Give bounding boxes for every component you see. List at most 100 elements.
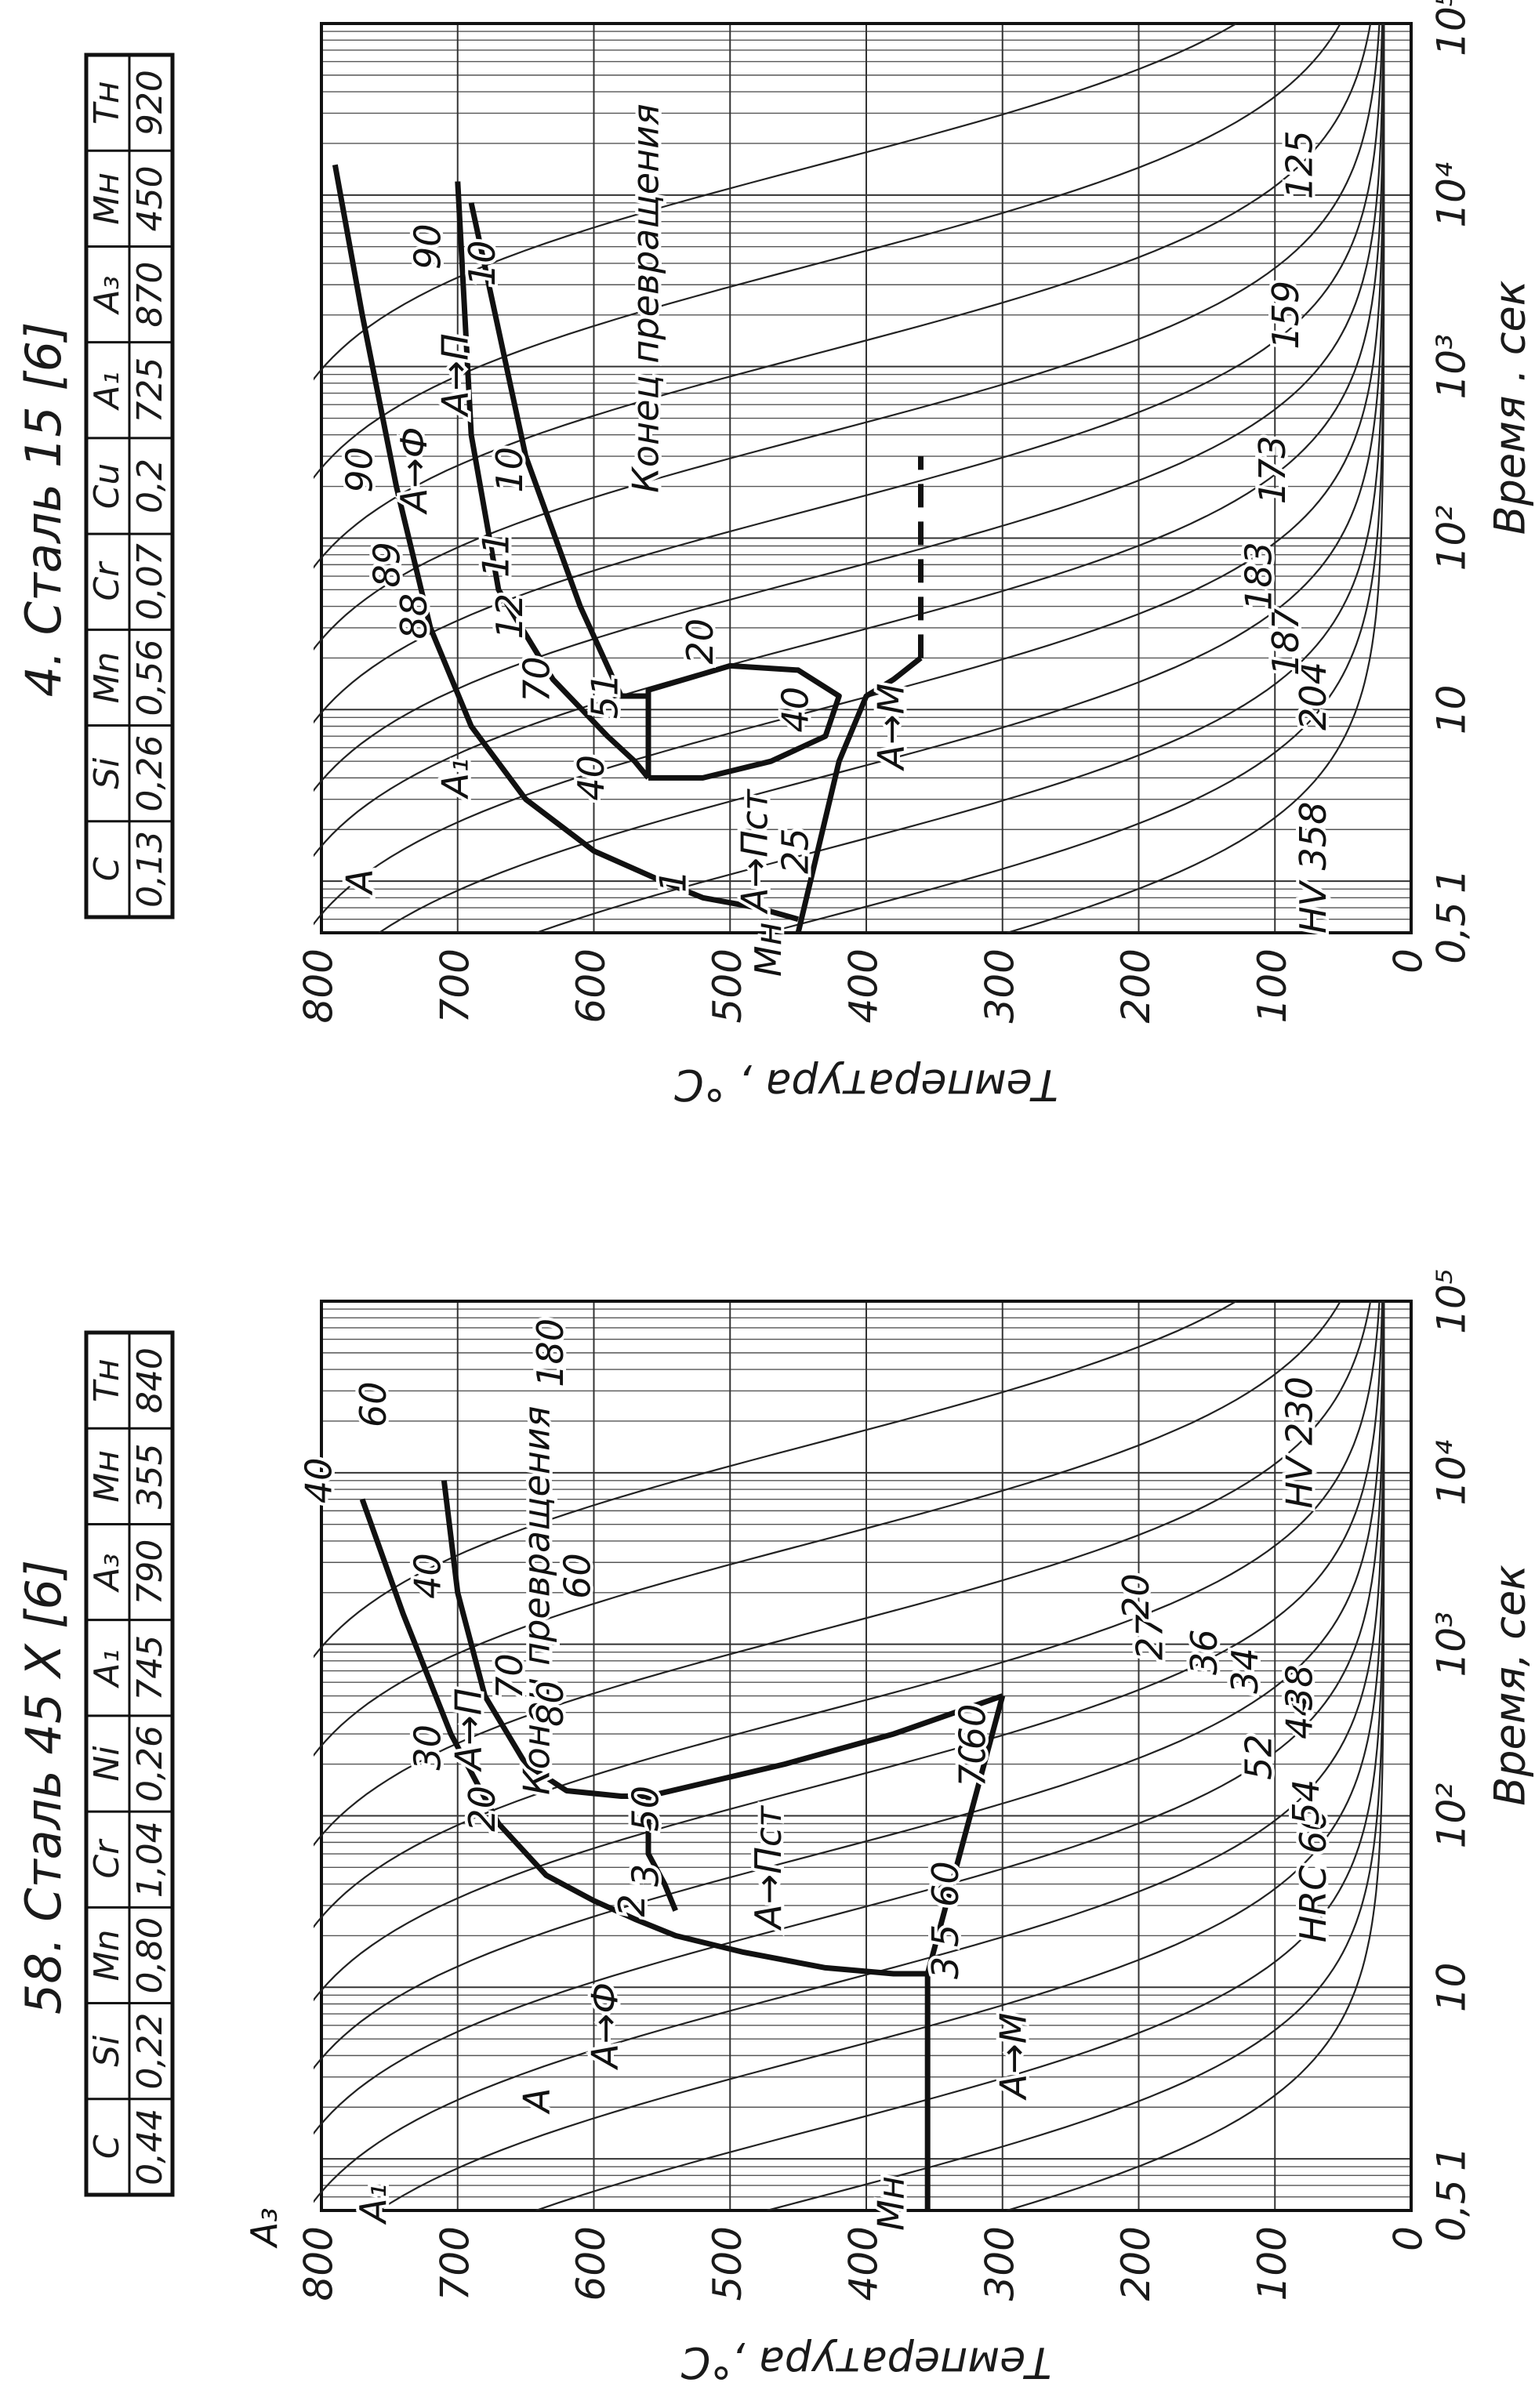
- y-tick-label: 100: [1250, 2226, 1295, 2301]
- table-header: A₃: [87, 276, 127, 316]
- plot-frame: [320, 1300, 1413, 2212]
- y-tick-label: 200: [1113, 2226, 1159, 2301]
- x-axis-label: Время, сек: [1486, 1565, 1535, 1806]
- cooling-curve: [314, 24, 1384, 933]
- y-tick-label: 400: [841, 2226, 887, 2301]
- annotation: 159: [1265, 281, 1307, 350]
- cooling-curve: [314, 24, 1341, 933]
- annotation: A→M: [869, 684, 912, 772]
- annotation: HRC 60: [1292, 1808, 1334, 1942]
- annotation: A→Ф: [583, 1982, 626, 2071]
- table-header: A₁: [87, 1649, 127, 1689]
- table-value: 450: [130, 165, 170, 231]
- cooling-curve: [314, 1301, 1385, 2210]
- annotation: 90: [339, 447, 381, 493]
- x-tick-label: 1: [1429, 869, 1475, 894]
- cooling-curve: [314, 24, 1384, 933]
- annotation: A₁: [434, 758, 476, 800]
- transformation-curve: [648, 1693, 1003, 1799]
- y-tick-label: 700: [432, 2226, 477, 2301]
- annotation: 183: [1237, 542, 1279, 611]
- table-header: Mn: [87, 652, 127, 704]
- y-tick-label: 800: [296, 948, 342, 1023]
- transformation-curve: [924, 1695, 1006, 2210]
- table-header: Si: [87, 757, 127, 789]
- transformation-curve: [795, 655, 923, 933]
- annotation: 54: [1285, 1779, 1327, 1826]
- table-value: 0,26: [130, 1725, 170, 1802]
- table-value: 0,07: [130, 543, 170, 620]
- annotation: 20: [1115, 1573, 1157, 1619]
- y-tick-label: 100: [1250, 948, 1295, 1023]
- table-value: 745: [130, 1635, 170, 1701]
- annotation: 27: [1128, 1614, 1170, 1660]
- annotation: 10: [488, 447, 531, 493]
- panel-title: 58. Сталь 45 X [6]: [15, 1560, 72, 2015]
- x-tick-label: 10²: [1429, 506, 1475, 571]
- x-tick-label: 10²: [1429, 1783, 1475, 1849]
- table-header: Tн: [87, 81, 127, 125]
- annotation: HV 358: [1292, 802, 1334, 934]
- annotation: 5: [924, 1924, 967, 1947]
- annotation: 89: [365, 542, 408, 588]
- table-header: Cr: [87, 1838, 127, 1879]
- annotation: 11: [474, 531, 517, 578]
- annotation: 204: [1292, 662, 1334, 731]
- annotation: A→Пст: [747, 1805, 789, 1931]
- annotation: 80: [529, 1681, 572, 1727]
- x-tick-label: 10⁴: [1429, 1440, 1475, 1506]
- annotation: Mн: [869, 2176, 912, 2231]
- table-header: Cu: [87, 463, 127, 510]
- table-value: 0,44: [130, 2109, 170, 2185]
- annotation: 40: [407, 1553, 449, 1599]
- annotation: 50: [625, 1786, 667, 1832]
- table-value: 0,2: [130, 459, 170, 513]
- x-tick-label: 10⁵: [1429, 1268, 1475, 1334]
- transformation-curve: [359, 1498, 928, 1977]
- plot-frame: [320, 22, 1413, 934]
- y-tick-label: 0: [1386, 2226, 1432, 2251]
- table-value: 725: [130, 357, 170, 423]
- annotation: 40: [775, 687, 817, 733]
- x-tick-label: 10³: [1429, 1612, 1475, 1677]
- cooling-curve: [314, 24, 1372, 933]
- x-tick-label: 10³: [1429, 334, 1475, 400]
- transformation-curve: [441, 1480, 648, 1799]
- table-value: 0,80: [130, 1917, 170, 1993]
- annotation: A→Пст: [734, 789, 776, 915]
- annotation: 60: [924, 1861, 967, 1907]
- annotation: A: [339, 869, 381, 895]
- annotation: 52: [1237, 1734, 1279, 1780]
- x-tick-label: 0,5: [1429, 901, 1475, 964]
- annotation: A→Ф: [393, 427, 435, 516]
- table-header: Mn: [87, 1930, 127, 1982]
- x-tick-label: 0,5: [1429, 2179, 1475, 2242]
- transformation-curve: [645, 1796, 678, 1912]
- y-tick-label: 500: [705, 948, 750, 1023]
- annotation: 60: [952, 1704, 994, 1750]
- cooling-curve: [314, 1301, 1381, 2210]
- annotation: 88: [393, 593, 435, 640]
- table-value: 0,22: [130, 2013, 170, 2090]
- table-value: 0,13: [130, 831, 170, 908]
- x-tick-label: 10: [1429, 684, 1475, 734]
- annotation: 20: [461, 1786, 503, 1832]
- table-header: C: [87, 2134, 127, 2159]
- y-tick-label: 500: [705, 2226, 750, 2301]
- cooling-curve: [1007, 24, 1385, 933]
- cooling-curve: [314, 24, 1237, 933]
- annotation: A→П: [434, 333, 476, 418]
- y-tick-label: 300: [977, 2226, 1022, 2301]
- annotation: 187: [1265, 607, 1307, 676]
- table-value: 920: [130, 70, 170, 136]
- table-value: 1,04: [130, 1821, 170, 1898]
- annotation: A: [516, 2087, 558, 2114]
- annotation: 70: [516, 656, 558, 702]
- annotation: 10: [461, 241, 503, 287]
- annotation: 38: [1279, 1664, 1321, 1710]
- table-value: 0,26: [130, 735, 170, 812]
- annotation: 70: [488, 1653, 531, 1699]
- annotation: A→П: [448, 1688, 490, 1773]
- x-axis-label: Время . сек: [1486, 280, 1535, 535]
